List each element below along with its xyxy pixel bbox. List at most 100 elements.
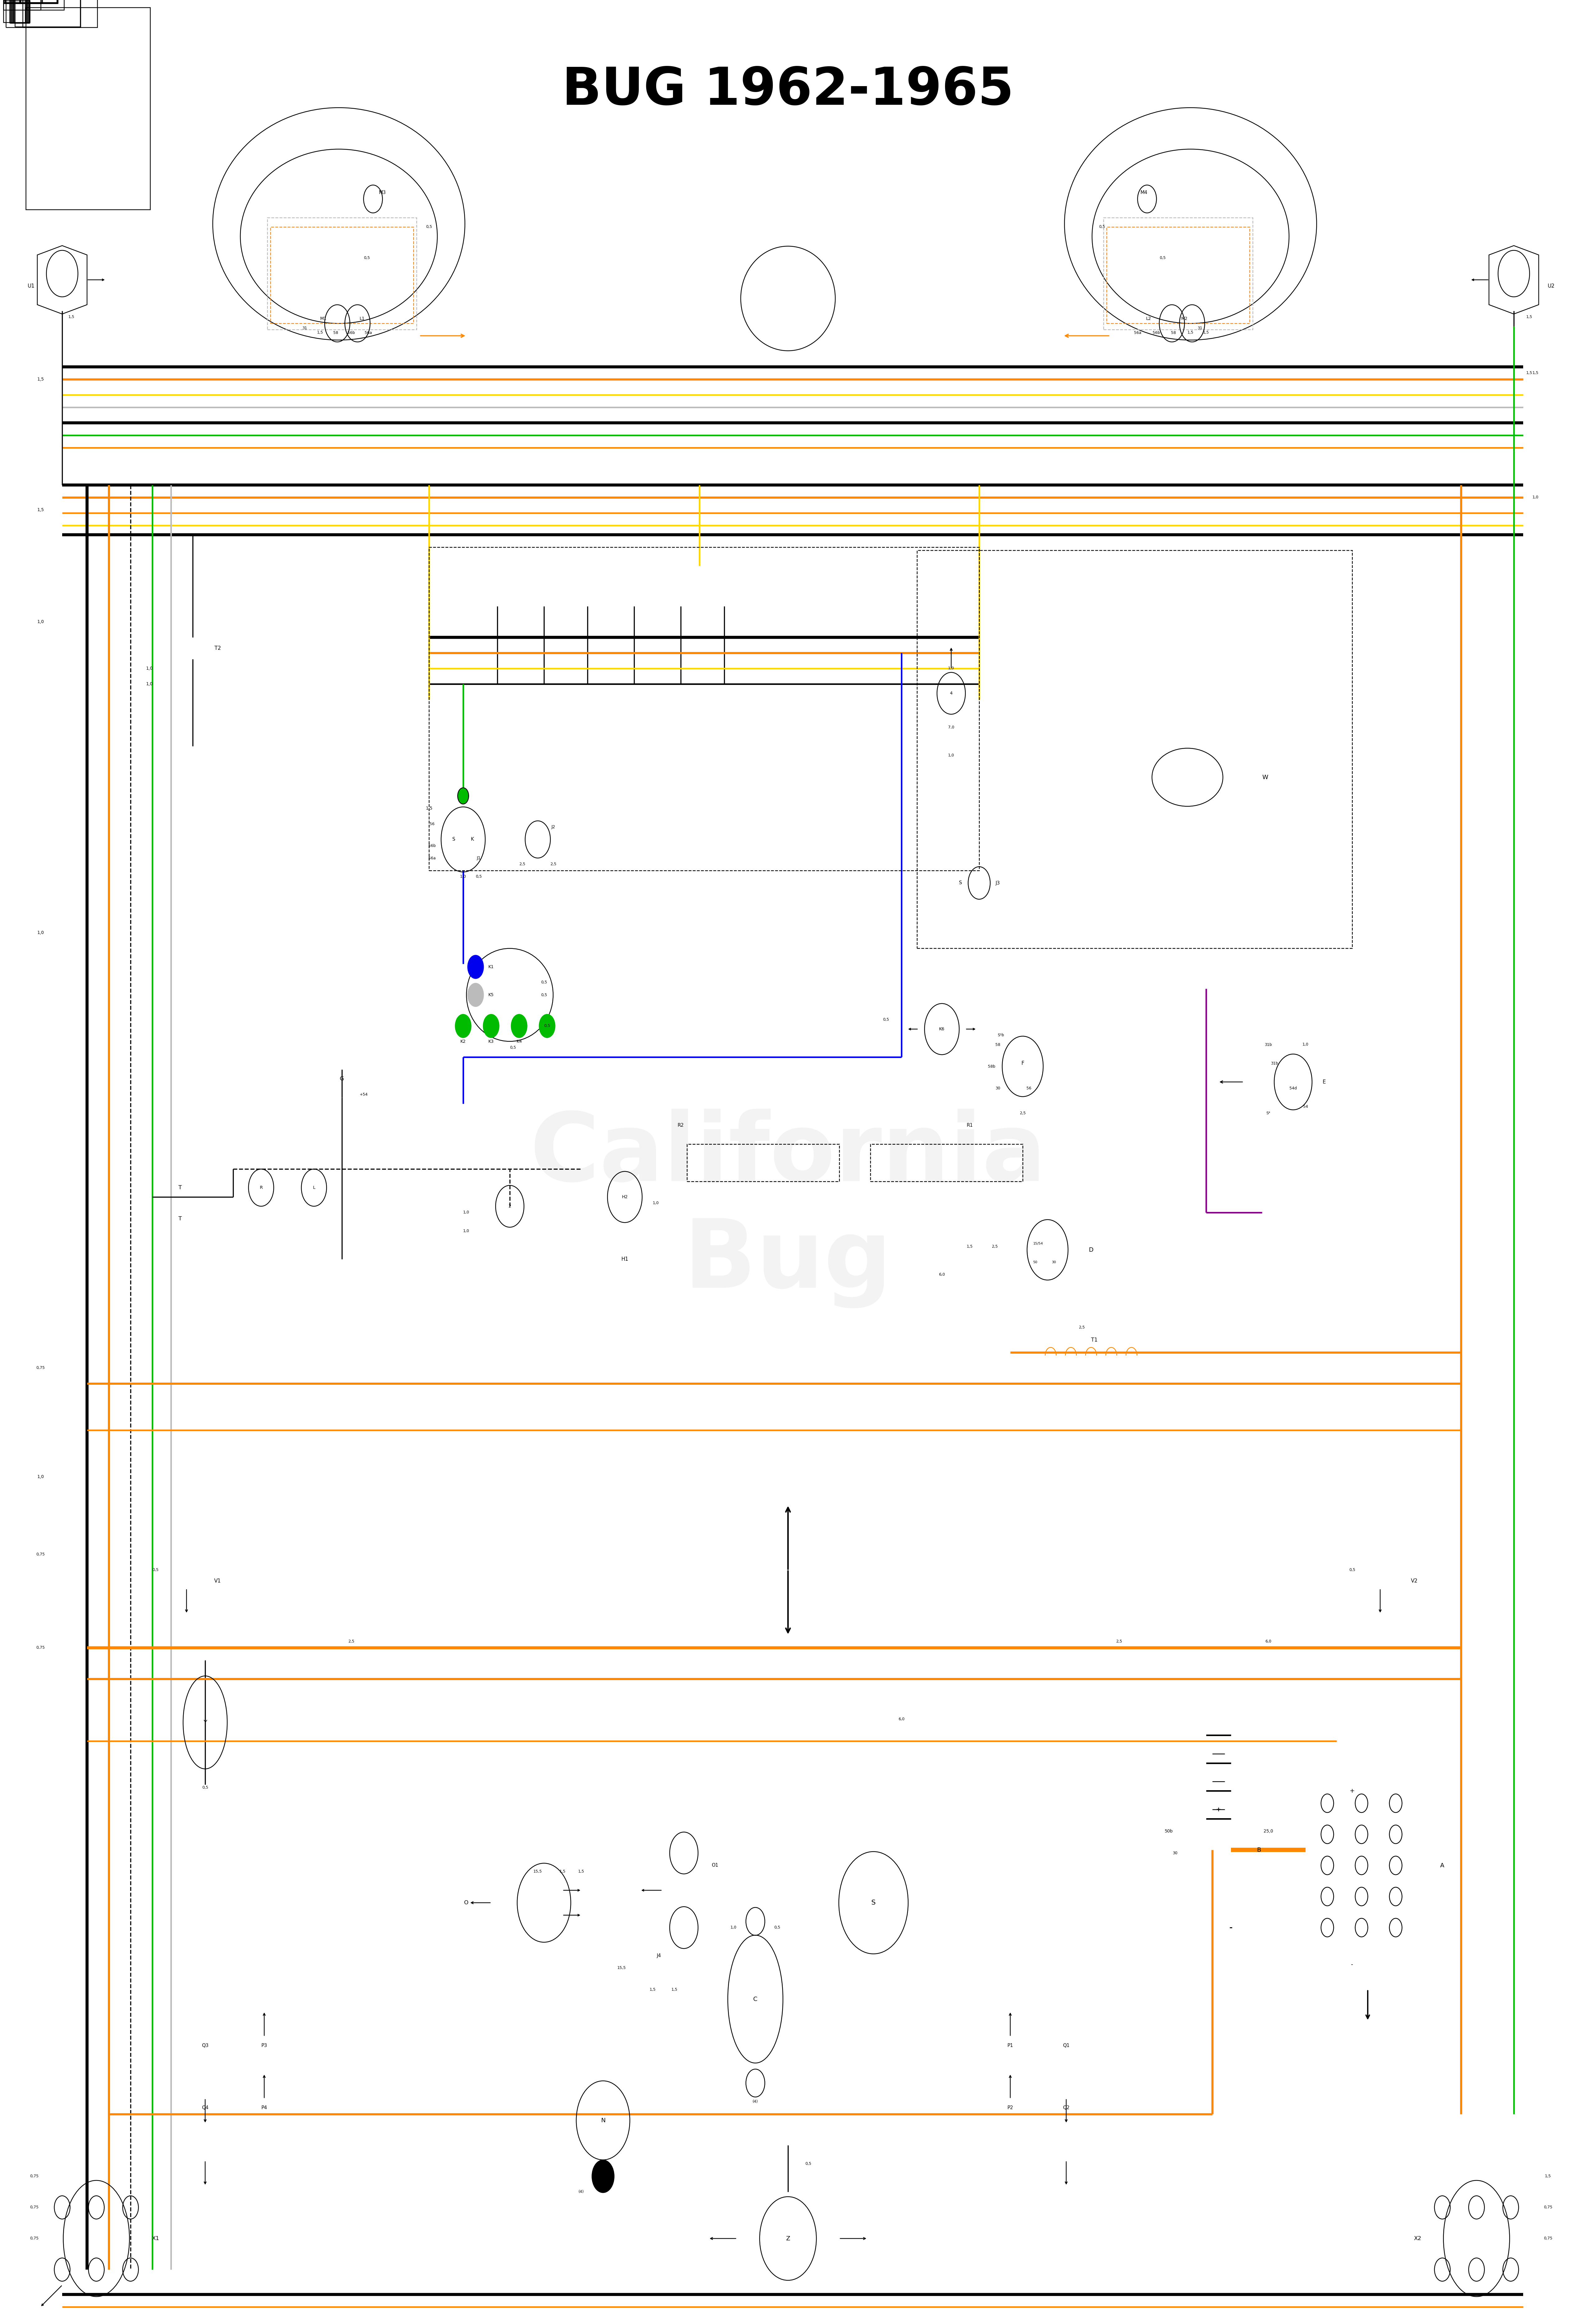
Text: 1,5: 1,5: [1544, 2175, 1551, 2178]
Text: P1: P1: [1007, 2043, 1013, 2047]
Text: 0,5: 0,5: [541, 981, 547, 985]
Bar: [870, 1143, 1023, 1181]
Text: U1: U1: [27, 284, 35, 288]
Text: 6,0: 6,0: [898, 1717, 905, 1722]
Text: 50b: 50b: [1165, 1829, 1173, 1834]
Text: +: +: [1217, 1806, 1221, 1813]
Text: BUG 1962-1965: BUG 1962-1965: [563, 65, 1013, 116]
Text: 0,5: 0,5: [364, 256, 370, 260]
Text: (4): (4): [578, 2189, 585, 2194]
Text: 1,0: 1,0: [1532, 495, 1538, 500]
Bar: [1103, 218, 1253, 330]
Text: S: S: [452, 837, 455, 841]
Text: 58: 58: [333, 330, 339, 335]
Bar: [20, 0, 58, 2]
Text: 0,5: 0,5: [202, 1785, 208, 1789]
Text: S⁴: S⁴: [1266, 1111, 1270, 1116]
Bar: [11, 0, 27, 23]
Text: Z: Z: [786, 2236, 790, 2240]
Text: 6,0: 6,0: [1266, 1638, 1272, 1643]
Bar: [271, 228, 413, 323]
Text: 30: 30: [996, 1085, 1001, 1090]
Text: 1,0: 1,0: [731, 1927, 736, 1929]
Text: 1,5: 1,5: [578, 1868, 585, 1873]
Bar: [5, 0, 43, 2]
Text: 31: 31: [1198, 325, 1202, 330]
Text: K5: K5: [489, 992, 493, 997]
Text: Q3: Q3: [202, 2043, 208, 2047]
Text: F: F: [1021, 1060, 1024, 1067]
Text: California
Bug: California Bug: [530, 1109, 1046, 1308]
Circle shape: [484, 1013, 500, 1037]
Text: -: -: [1351, 1961, 1354, 1968]
Text: 56b: 56b: [348, 330, 355, 335]
Text: 4: 4: [950, 690, 952, 695]
Text: 30: 30: [1173, 1850, 1177, 1855]
Text: 2,5: 2,5: [1116, 1638, 1122, 1643]
Text: 0,5: 0,5: [544, 1025, 550, 1027]
Text: 0,5: 0,5: [541, 992, 547, 997]
Bar: [14, 0, 80, 26]
Text: 0,5: 0,5: [153, 1569, 159, 1571]
Text: K2: K2: [460, 1039, 466, 1043]
Text: Q4: Q4: [202, 2106, 208, 2110]
Text: 1,5: 1,5: [649, 1987, 656, 1992]
Text: H1: H1: [621, 1257, 629, 1262]
Text: T1: T1: [1091, 1336, 1097, 1343]
Text: L2: L2: [1146, 316, 1150, 321]
Circle shape: [511, 1013, 526, 1037]
Text: 15,5: 15,5: [618, 1966, 626, 1971]
Text: 58: 58: [1171, 330, 1176, 335]
Text: 58: 58: [996, 1043, 1001, 1046]
Text: 0,75: 0,75: [1543, 2205, 1552, 2210]
Text: U2: U2: [1548, 284, 1554, 288]
Text: 31b: 31b: [1270, 1062, 1278, 1064]
Text: 1,5: 1,5: [317, 330, 323, 335]
Text: 1,5: 1,5: [966, 1246, 972, 1248]
Text: R1: R1: [966, 1122, 972, 1127]
Text: 1,5: 1,5: [671, 1987, 678, 1992]
Text: K4: K4: [517, 1039, 522, 1043]
Text: -: -: [1229, 1924, 1232, 1931]
Text: 2,5: 2,5: [1078, 1325, 1084, 1329]
Text: 1,0: 1,0: [36, 930, 44, 934]
Text: K1: K1: [489, 964, 493, 969]
Text: 15,5: 15,5: [533, 1868, 542, 1873]
Text: Q2: Q2: [1062, 2106, 1070, 2110]
Text: R2: R2: [678, 1122, 684, 1127]
Text: 1,5: 1,5: [36, 376, 44, 381]
Text: 0,5: 0,5: [1160, 256, 1166, 260]
Text: T: T: [178, 1215, 181, 1222]
Text: G: G: [340, 1076, 344, 1081]
Text: +: +: [1349, 1787, 1355, 1794]
Text: J3: J3: [996, 881, 1001, 885]
Text: 2,5: 2,5: [550, 862, 556, 867]
Text: 1,0: 1,0: [36, 1476, 44, 1478]
Circle shape: [468, 955, 484, 978]
Text: 0,5: 0,5: [509, 1046, 515, 1050]
Text: 7,0: 7,0: [949, 725, 955, 730]
Text: M4: M4: [1141, 191, 1147, 195]
Text: 0,5: 0,5: [1098, 225, 1105, 230]
Bar: [3, 0, 41, 2]
Bar: [6, 0, 80, 28]
Text: 0,75: 0,75: [36, 1367, 44, 1369]
Text: 0,75: 0,75: [30, 2236, 38, 2240]
Text: M3: M3: [378, 191, 386, 195]
Text: N: N: [600, 2117, 605, 2124]
Text: 31: 31: [303, 325, 307, 330]
Text: 58b: 58b: [988, 1064, 996, 1069]
Circle shape: [593, 2159, 615, 2192]
Bar: [13, 0, 28, 23]
Text: 1,0: 1,0: [652, 1202, 659, 1206]
Text: 1,5: 1,5: [36, 507, 44, 511]
Text: 54d: 54d: [1289, 1085, 1297, 1090]
Text: 0,75: 0,75: [30, 2205, 38, 2210]
Text: 1,5: 1,5: [426, 806, 432, 811]
Text: 1,5: 1,5: [1526, 372, 1532, 374]
Bar: [3, 0, 41, 9]
Text: 1,0: 1,0: [1302, 1043, 1308, 1046]
Circle shape: [457, 788, 468, 804]
Text: J1: J1: [476, 855, 481, 860]
Text: K6: K6: [939, 1027, 944, 1032]
